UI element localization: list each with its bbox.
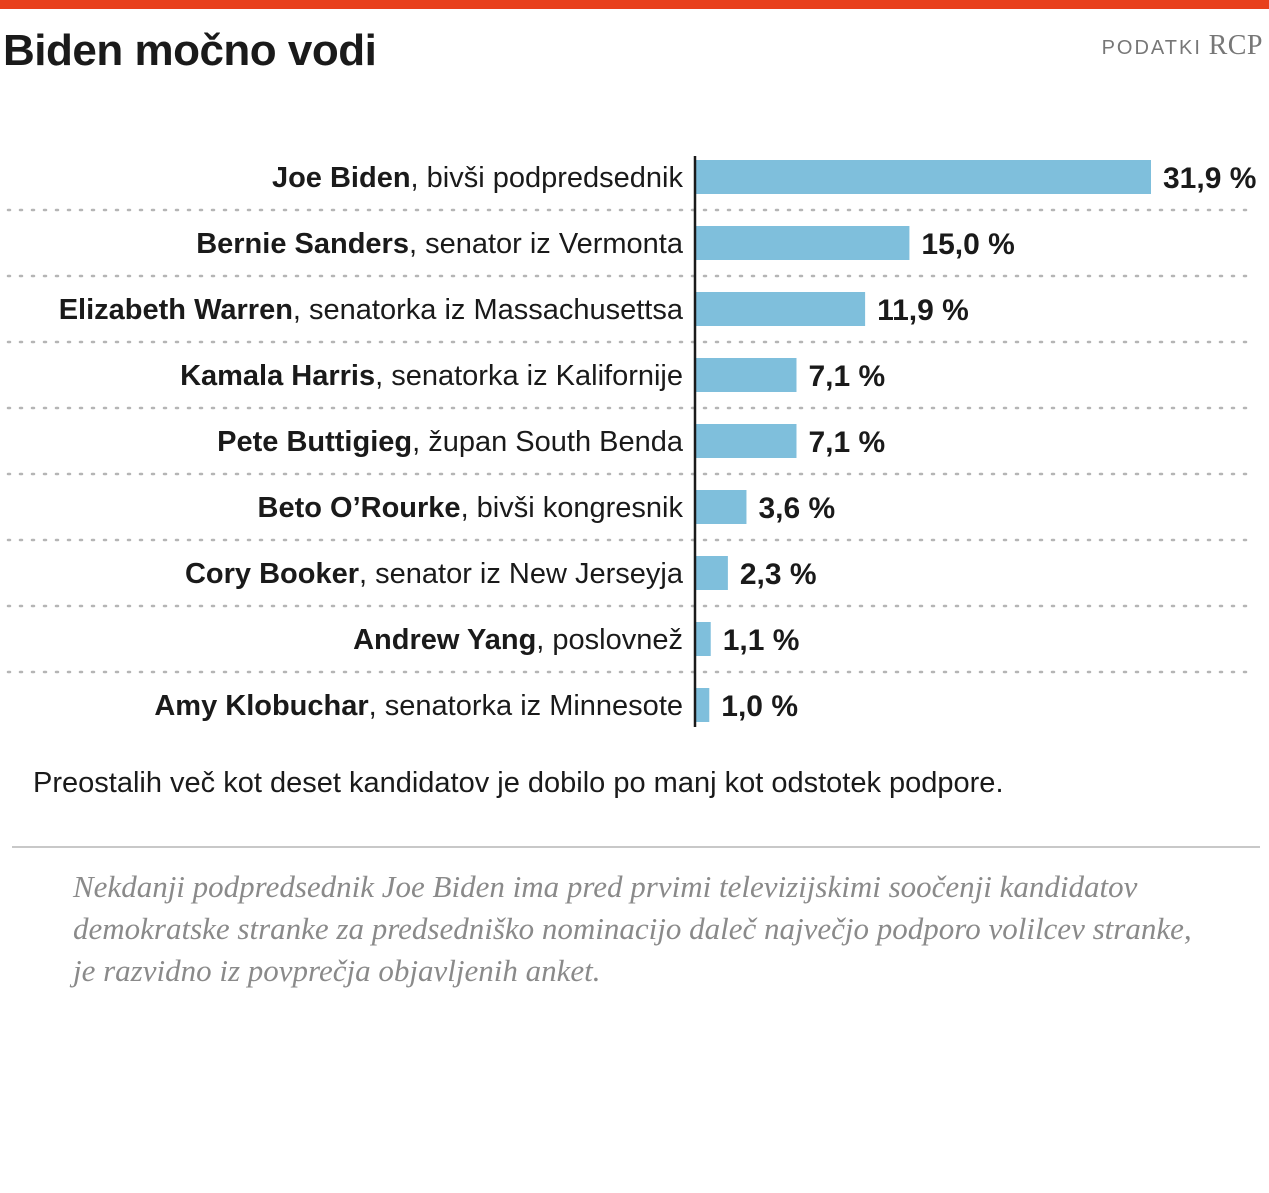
candidate-name: Beto O’Rourke [258,492,461,524]
value-label: 7,1 % [808,426,885,459]
bar [695,292,866,326]
value-label: 2,3 % [740,558,817,591]
candidate-name: Joe Biden [272,162,411,194]
candidate-role: , senator iz Vermonta [409,228,684,260]
source-credit: PODATKI RCP [1102,30,1263,62]
description-text: Nekdanji podpredsednik Joe Biden ima pre… [73,869,1192,988]
value-label: 15,0 % [921,228,1014,261]
candidate-role: , župan South Benda [412,426,684,458]
bar [695,424,797,458]
category-label: Elizabeth Warren, senatorka iz Massachus… [59,294,684,326]
bar [695,622,711,656]
chart-title: Biden močno vodi [3,26,377,75]
candidate-role: , senatorka iz Minnesote [369,690,683,722]
value-label: 3,6 % [758,492,835,525]
candidate-role: , bivši kongresnik [461,492,684,524]
bar [695,160,1151,194]
candidate-role: , senatorka iz Kalifornije [375,360,683,392]
category-label: Kamala Harris, senatorka iz Kalifornije [180,360,683,392]
category-label: Cory Booker, senator iz New Jerseyja [185,558,684,590]
category-label: Amy Klobuchar, senatorka iz Minnesote [154,690,683,722]
source-name: RCP [1208,30,1263,61]
candidate-name: Amy Klobuchar [154,690,368,722]
candidate-name: Bernie Sanders [196,228,409,260]
category-label: Joe Biden, bivši podpredsednik [272,162,684,194]
category-label: Pete Buttigieg, župan South Benda [217,426,684,458]
candidate-role: , poslovnež [536,624,683,656]
value-label: 31,9 % [1163,162,1256,195]
value-label: 1,1 % [723,624,800,657]
bar [695,358,797,392]
source-label: PODATKI [1101,37,1202,59]
bar [695,490,747,524]
candidate-name: Cory Booker [185,558,359,590]
category-label: Beto O’Rourke, bivši kongresnik [258,492,684,524]
candidate-role: , senator iz New Jerseyja [359,558,684,590]
value-label: 7,1 % [808,360,885,393]
candidate-role: , senatorka iz Massachusettsa [293,294,684,326]
bar-chart: Joe Biden, bivši podpredsednik 31,9 % Bern… [0,140,1269,740]
category-label: Andrew Yang, poslovnež [353,624,683,656]
value-label: 1,0 % [721,690,798,723]
accent-top-bar [0,0,1269,9]
category-label: Bernie Sanders, senator iz Vermonta [196,228,684,260]
value-label: 11,9 % [877,294,969,327]
candidate-role: , bivši podpredsednik [411,162,684,194]
bar-chart-svg: Joe Biden, bivši podpredsednik 31,9 % Bern… [6,156,1256,727]
candidate-name: Andrew Yang [353,624,536,656]
chart-footnote: Preostalih več kot deset kandidatov je d… [33,767,1004,799]
bar [695,226,910,260]
divider [12,846,1260,848]
bar [695,556,728,590]
bar [695,688,710,722]
candidate-name: Elizabeth Warren [59,294,293,326]
candidate-name: Pete Buttigieg [217,426,412,458]
candidate-name: Kamala Harris [180,360,375,392]
